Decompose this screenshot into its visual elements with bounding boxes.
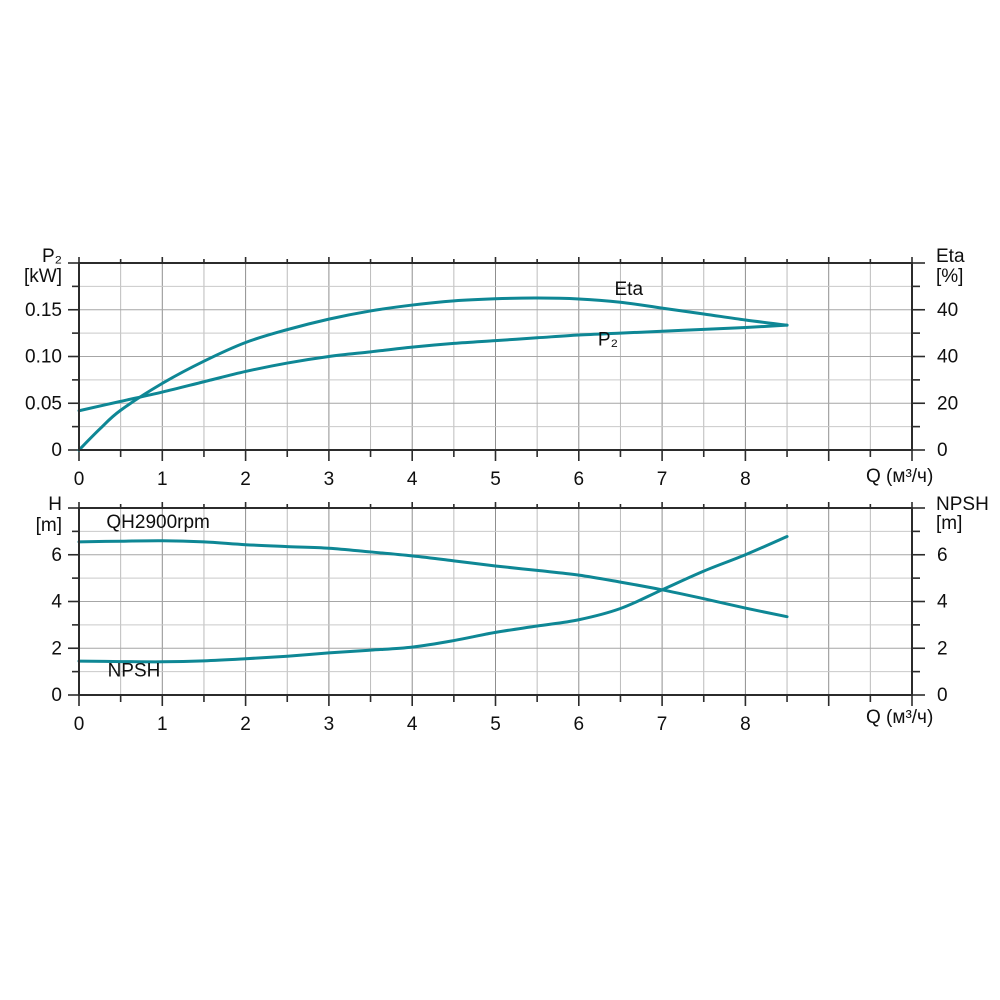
bottom-right-axis-unit: [m] bbox=[936, 513, 963, 534]
y-tick-label-right: 40 bbox=[937, 347, 958, 368]
y-tick-label-right: 0 bbox=[937, 685, 948, 706]
x-tick-label: 6 bbox=[574, 469, 585, 490]
x-tick-label: 2 bbox=[240, 714, 251, 735]
curve-eta bbox=[77, 296, 789, 452]
x-tick-label: 2 bbox=[240, 469, 251, 490]
x-tick-label: 3 bbox=[324, 714, 335, 735]
x-tick-label: 4 bbox=[407, 469, 418, 490]
curve-label-eta: Eta bbox=[615, 279, 644, 300]
y-tick-label-left: 0.15 bbox=[25, 300, 62, 321]
top-right-axis-title: Eta bbox=[936, 246, 965, 267]
top-left-axis-unit: [kW] bbox=[24, 266, 62, 287]
bottom-left-axis-title: H bbox=[48, 494, 62, 515]
bottom-left-axis-unit: [m] bbox=[35, 515, 62, 536]
x-tick-label: 4 bbox=[407, 714, 418, 735]
y-tick-label-left: 0.10 bbox=[25, 347, 62, 368]
x-tick-label: 7 bbox=[657, 469, 668, 490]
y-tick-label-right: 6 bbox=[937, 545, 948, 566]
x-tick-label: 6 bbox=[574, 714, 585, 735]
y-tick-label-left: 0 bbox=[51, 685, 62, 706]
x-tick-label: 1 bbox=[157, 714, 168, 735]
y-tick-label-right: 4 bbox=[937, 592, 948, 613]
curve-p2 bbox=[77, 323, 789, 413]
top-left-axis-title: P₂ bbox=[41, 246, 62, 267]
y-tick-label-left: 0.05 bbox=[25, 393, 62, 414]
curve-label-npsh: NPSH bbox=[108, 660, 161, 681]
top-x-axis-title: Q (м³/ч) bbox=[866, 466, 934, 487]
y-tick-label-left: 0 bbox=[51, 440, 62, 461]
plot-frame bbox=[78, 262, 913, 451]
y-tick-label-left: 6 bbox=[51, 545, 62, 566]
x-tick-label: 5 bbox=[490, 714, 501, 735]
x-tick-label: 7 bbox=[657, 714, 668, 735]
x-tick-label: 1 bbox=[157, 469, 168, 490]
curve-npsh bbox=[77, 535, 789, 664]
y-tick-label-right: 20 bbox=[937, 393, 958, 414]
curve-label-qh: QH2900rpm bbox=[106, 512, 210, 533]
y-tick-label-left: 4 bbox=[51, 592, 62, 613]
x-tick-label: 0 bbox=[74, 469, 85, 490]
y-tick-label-right: 40 bbox=[937, 300, 958, 321]
x-tick-label: 0 bbox=[74, 714, 85, 735]
top-right-axis-unit: [%] bbox=[936, 266, 964, 287]
curve-qh bbox=[77, 539, 789, 619]
y-tick-label-right: 2 bbox=[937, 638, 948, 659]
x-tick-label: 8 bbox=[740, 469, 751, 490]
bottom-right-axis-title: NPSH bbox=[936, 494, 989, 515]
x-tick-label: 3 bbox=[324, 469, 335, 490]
y-tick-label-right: 0 bbox=[937, 440, 948, 461]
x-tick-label: 5 bbox=[490, 469, 501, 490]
curve-label-p2: P₂ bbox=[598, 330, 618, 351]
plot-frame bbox=[78, 507, 913, 696]
y-tick-label-left: 2 bbox=[51, 638, 62, 659]
x-tick-label: 8 bbox=[740, 714, 751, 735]
bottom-x-axis-title: Q (м³/ч) bbox=[866, 707, 934, 728]
